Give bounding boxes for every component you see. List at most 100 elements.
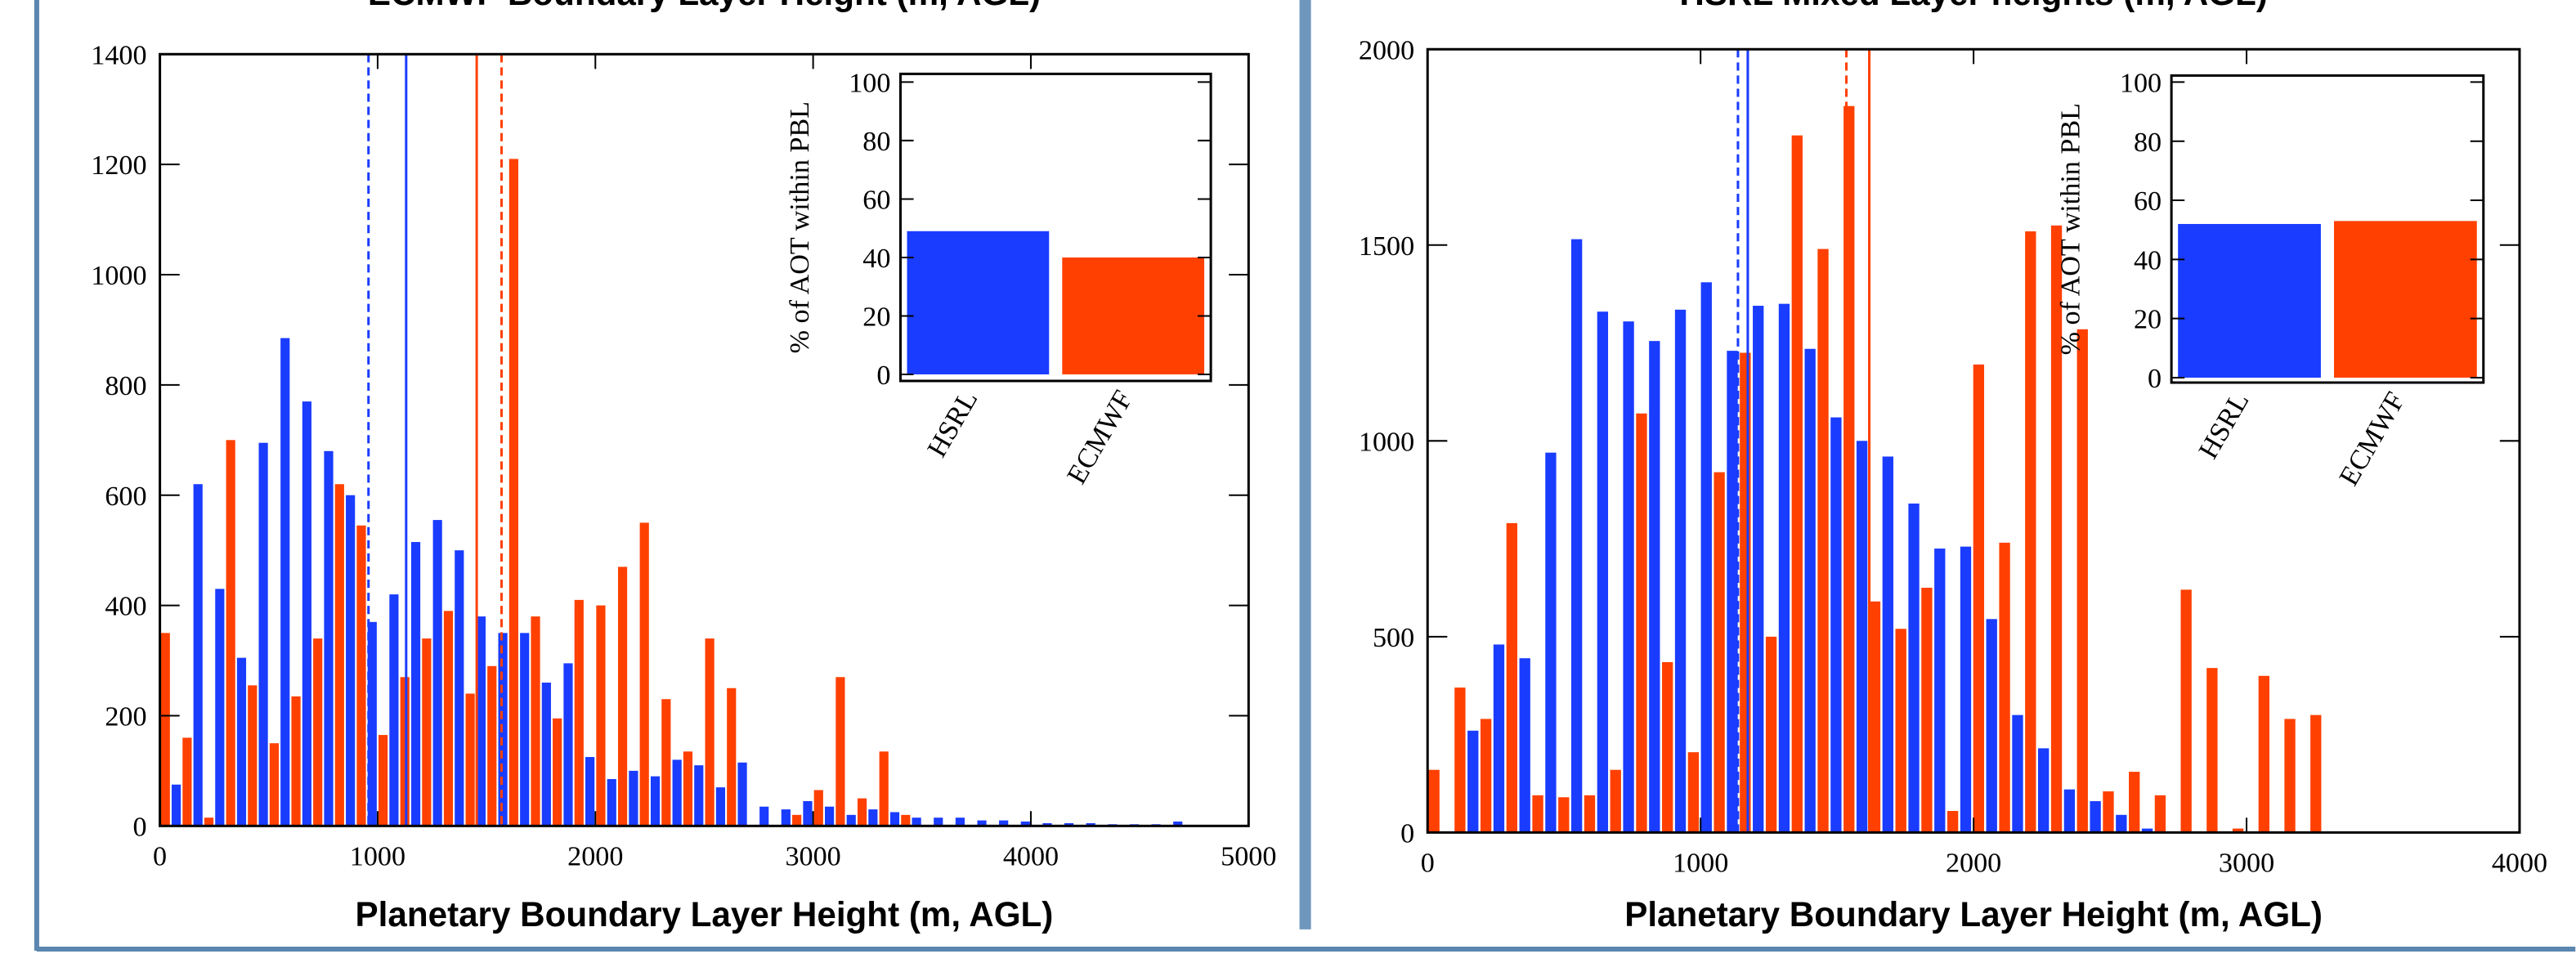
histogram-bar [1986,619,1997,833]
histogram-bar [1791,135,1803,833]
histogram-bar [1480,719,1492,833]
histogram-bar [629,770,638,826]
histogram-bar [2025,231,2036,833]
histogram-bar [1947,811,1959,833]
histogram-bar [1584,795,1596,833]
histogram-bar [1064,822,1074,826]
histogram-bar [410,542,421,826]
y-tick-label: 0 [1400,818,1414,849]
histogram-bar [1753,306,1764,833]
inset-frame [2170,74,2485,384]
y-tick-label: 80 [2134,128,2162,158]
histogram-bar [1700,282,1712,833]
histogram-bar [672,759,682,826]
histogram-bar [1649,341,1660,833]
y-tick-label: 1000 [1359,427,1414,457]
histogram-bar [563,663,573,826]
histogram-bar [2076,329,2088,833]
histogram-bar [792,814,802,826]
plot-frame [159,52,1250,827]
histogram-bar [1856,441,1868,833]
histogram-bar [596,605,606,826]
histogram-bar [879,751,889,826]
histogram-bar [302,401,311,826]
histogram-bar [836,677,845,826]
histogram-bar [465,693,475,826]
y-tick-label: 1200 [91,150,146,181]
histogram-bar [455,550,464,826]
histogram-bar [1999,542,2010,833]
histogram-bar [226,440,235,826]
y-tick-label: 20 [862,302,890,333]
bar [1062,257,1205,374]
histogram-bar [1545,452,1557,833]
histogram-bar [2258,675,2269,833]
y-tick-label: 500 [1373,623,1414,653]
histogram-bar [1597,311,1609,833]
histogram-bar [378,735,388,826]
histogram-bar [324,450,334,826]
histogram-bar [934,817,943,826]
histogram-bar [2310,714,2322,833]
y-tick-label: 0 [132,812,146,842]
histogram-bar [1973,364,1985,833]
x-tick-label: 1000 [1673,849,1728,879]
x-tick-label: 0 [153,842,167,872]
histogram-bar [1086,822,1095,826]
histogram-bar [2180,589,2192,833]
histogram-bar [2063,789,2076,833]
histogram-bar [1830,417,1842,833]
histogram-bar [1610,769,1621,833]
y-axis-label: % of AOT within PBL [2056,103,2086,355]
histogram-bar [356,525,366,826]
histogram-bar [705,638,715,826]
histogram-bar [1467,730,1479,833]
x-tick-label: 0 [1421,849,1435,879]
histogram-bar [400,677,410,826]
histogram-bar [1623,321,1634,833]
histogram-bar [1869,601,1881,833]
histogram-bar [1921,587,1933,833]
histogram-bar [1908,503,1920,833]
histogram-bar [160,633,170,826]
histogram-bar [2206,668,2218,833]
histogram-bar [1740,352,1751,833]
y-tick-label: 800 [105,371,146,401]
histogram-bar [1934,549,1946,833]
histogram-bar [803,800,813,826]
y-tick-label: 0 [876,361,890,391]
x-tick-label: 3000 [785,842,840,872]
histogram-bar [508,159,518,826]
histogram-bar [1895,629,1906,833]
histogram-bar [1804,348,1816,833]
histogram-bar [1882,456,1893,833]
histogram-bar [432,520,442,826]
histogram-bar [1532,795,1543,833]
histogram-bar [2038,748,2050,833]
y-tick-label: 40 [2134,245,2162,275]
x-tick-label: 4000 [2492,849,2547,879]
histogram-bar [553,718,562,826]
histogram-bar [868,809,878,826]
histogram-bar [1519,658,1530,833]
x-tick-label: 5000 [1221,842,1276,872]
histogram-bar [248,685,258,826]
histogram-bar [1506,522,1517,833]
histogram-bar [889,812,900,826]
y-tick-label: 80 [862,127,890,157]
histogram-bar [2141,828,2153,833]
histogram-bar [193,484,203,826]
x-tick-label: 3000 [2219,849,2274,879]
histogram-bar [1020,821,1030,826]
histogram-bar [1727,351,1738,833]
y-tick-label: 60 [2134,186,2162,217]
y-tick-label: 600 [105,481,146,512]
histogram-bar [422,638,432,826]
histogram-bar [2116,814,2127,833]
histogram-bar [694,765,704,826]
histogram-bar [574,599,584,826]
histogram-bar [258,442,268,826]
histogram-bar [727,688,737,826]
